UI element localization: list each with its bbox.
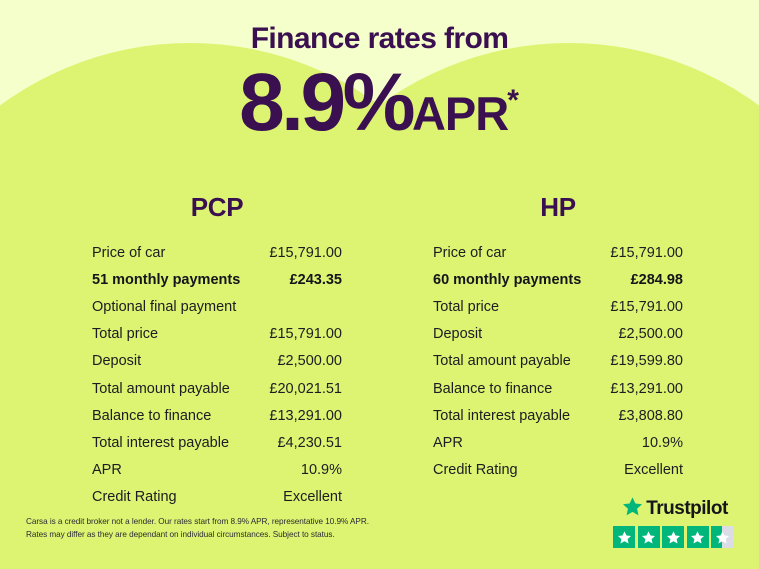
row-value: £15,791.00 (610, 244, 683, 261)
trustpilot-full-star-icon (637, 526, 660, 548)
pcp-rows: Price of car £15,791.00 51 monthly payment… (84, 239, 350, 511)
row-value: £13,291.00 (269, 407, 342, 424)
row-label: Optional final payment (92, 298, 237, 315)
apr-rate-value: 8.9% (239, 57, 415, 148)
row-value: £4,230.51 (277, 434, 342, 451)
row-value: £15,791.00 (269, 244, 342, 261)
apr-asterisk: * (507, 83, 519, 117)
finance-column-hp: HP Price of car £15,791.00 60 monthly paym… (425, 192, 691, 484)
table-row: 60 monthly payments £284.98 (425, 266, 691, 293)
row-value: 10.9% (641, 434, 683, 451)
row-value: £19,599.80 (610, 353, 683, 370)
row-label: APR (433, 434, 463, 451)
row-value: £243.35 (289, 271, 342, 288)
row-label: Balance to finance (92, 407, 212, 424)
row-value: £13,291.00 (610, 380, 683, 397)
trustpilot-star-icon (622, 496, 643, 522)
table-row: Deposit £2,500.00 (84, 348, 350, 375)
row-label: Total amount payable (92, 380, 230, 397)
table-row: Price of car £15,791.00 (425, 239, 691, 266)
row-label: Credit Rating (433, 462, 518, 479)
table-row: Balance to finance £13,291.00 (84, 402, 350, 429)
table-row: Price of car £15,791.00 (84, 239, 350, 266)
row-label: Credit Rating (92, 489, 177, 506)
table-row: Total interest payable £3,808.80 (425, 402, 691, 429)
trustpilot-full-star-icon (686, 526, 709, 548)
apr-headline: 8.9%APR* (0, 62, 759, 144)
row-label: Total interest payable (92, 434, 230, 451)
table-row: APR 10.9% (425, 429, 691, 456)
trustpilot-rating: Trustpilot (613, 496, 737, 548)
table-row: Total price £15,791.00 (425, 293, 691, 320)
row-value: £20,021.51 (269, 380, 342, 397)
row-label: Total price (92, 326, 159, 343)
row-value: £15,791.00 (269, 326, 342, 343)
page-title: Finance rates from (250, 22, 509, 55)
disclaimer-line-1: Carsa is a credit broker not a lender. O… (26, 517, 369, 526)
row-label: APR (92, 462, 122, 479)
row-label: 60 monthly payments (433, 271, 582, 288)
trustpilot-half-star-icon (711, 526, 733, 548)
table-row: Deposit £2,500.00 (425, 321, 691, 348)
table-row: 51 monthly payments £243.35 (84, 266, 350, 293)
disclaimer-text: Carsa is a credit broker not a lender. O… (26, 516, 456, 541)
row-label: Price of car (92, 244, 166, 261)
table-row: Total amount payable £20,021.51 (84, 375, 350, 402)
table-row: APR 10.9% (84, 457, 350, 484)
trustpilot-wordmark: Trustpilot (646, 498, 728, 519)
row-value: £2,500.00 (277, 353, 342, 370)
apr-unit-label: APR (411, 87, 509, 140)
row-label: Total price (433, 298, 500, 315)
column-title-pcp: PCP (190, 192, 244, 222)
row-value: £3,808.80 (618, 407, 683, 424)
row-value: £2,500.00 (618, 326, 683, 343)
table-row: Credit Rating Excellent (84, 484, 350, 511)
row-label: 51 monthly payments (92, 271, 241, 288)
table-row: Total interest payable £4,230.51 (84, 429, 350, 456)
table-row: Total price £15,791.00 (84, 321, 350, 348)
trustpilot-logo: Trustpilot (613, 496, 737, 522)
trustpilot-full-star-icon (613, 526, 635, 548)
row-label: Price of car (433, 244, 507, 261)
row-label: Total interest payable (433, 407, 571, 424)
row-value: Excellent (624, 462, 683, 479)
row-value: £15,791.00 (610, 298, 683, 315)
row-label: Balance to finance (433, 380, 553, 397)
table-row: Credit Rating Excellent (425, 457, 691, 484)
table-row: Balance to finance £13,291.00 (425, 375, 691, 402)
row-value: £284.98 (630, 271, 683, 288)
table-row: Total amount payable £19,599.80 (425, 348, 691, 375)
trustpilot-stars (613, 526, 737, 548)
row-label: Deposit (92, 353, 142, 370)
hp-rows: Price of car £15,791.00 60 monthly payment… (425, 239, 691, 484)
row-value: 10.9% (300, 462, 342, 479)
row-label: Deposit (433, 326, 483, 343)
disclaimer-line-2: Rates may differ as they are dependant o… (26, 529, 335, 539)
finance-column-pcp: PCP Price of car £15,791.00 51 monthly pay… (84, 192, 350, 511)
row-value: Excellent (283, 489, 342, 506)
row-label: Total amount payable (433, 353, 571, 370)
table-row: Optional final payment (84, 293, 350, 320)
column-title-hp: HP (540, 192, 576, 222)
trustpilot-full-star-icon (662, 526, 684, 548)
